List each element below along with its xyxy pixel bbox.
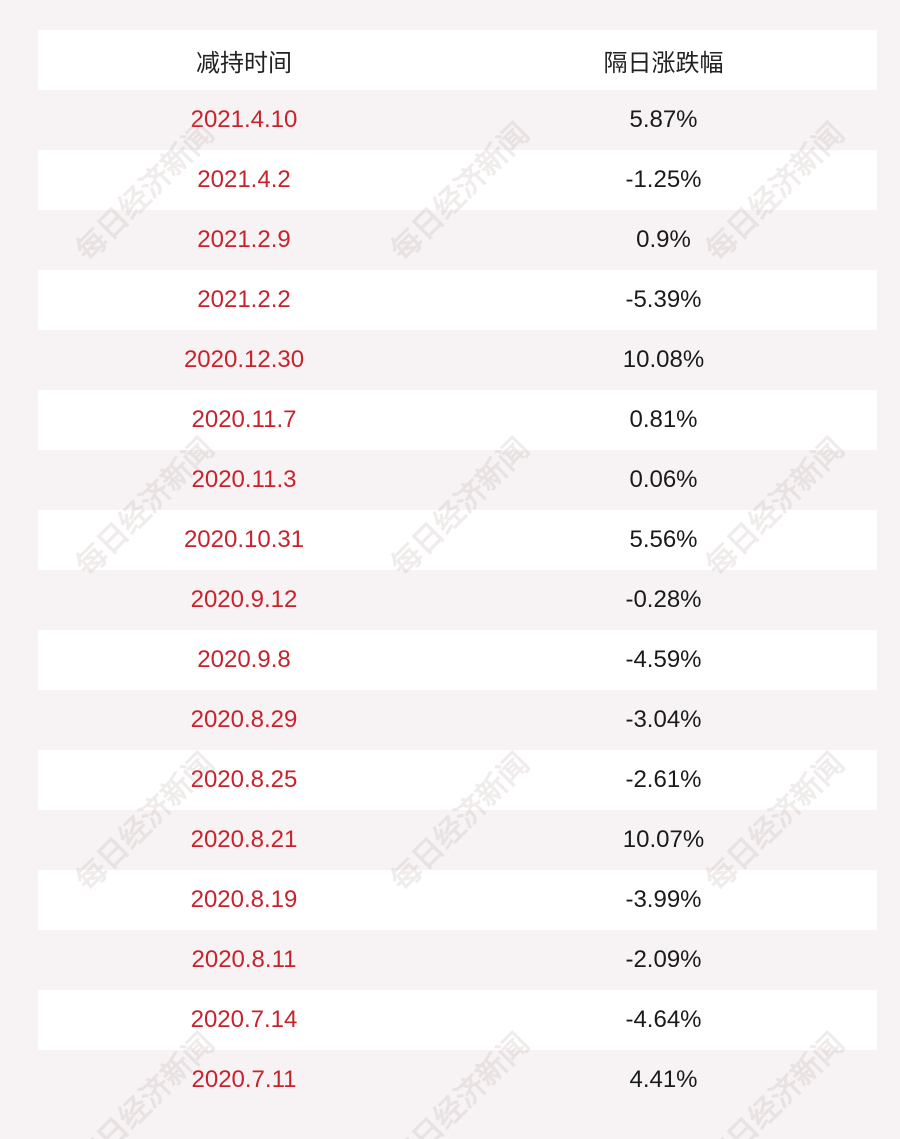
column-header-change: 隔日涨跌幅 — [603, 49, 724, 77]
row-change: -4.59% — [625, 646, 702, 673]
table-row: 2020.11.3 0.06% — [38, 450, 877, 510]
row-date: 2020.7.14 — [190, 1006, 298, 1033]
row-change: 0.9% — [636, 226, 691, 253]
table-row: 2020.8.11 -2.09% — [38, 930, 877, 990]
row-change: -3.04% — [625, 706, 702, 733]
row-date: 2021.4.10 — [190, 106, 298, 133]
table-row: 2021.4.10 5.87% — [38, 90, 877, 150]
table-row: 2020.9.8 -4.59% — [38, 630, 877, 690]
row-change: 0.81% — [629, 406, 698, 433]
row-date: 2020.8.11 — [191, 946, 297, 973]
row-date: 2021.2.9 — [197, 226, 291, 253]
row-date: 2020.9.8 — [197, 646, 291, 673]
row-date: 2020.8.21 — [190, 826, 298, 853]
row-change: 5.56% — [629, 526, 698, 553]
table-row: 2020.12.30 10.08% — [38, 330, 877, 390]
table-row: 2021.2.2 -5.39% — [38, 270, 877, 330]
row-change: 10.07% — [622, 826, 705, 853]
table-row: 2020.9.12 -0.28% — [38, 570, 877, 630]
table-header: 减持时间 隔日涨跌幅 — [38, 30, 877, 90]
row-date: 2021.4.2 — [197, 166, 291, 193]
data-table: 减持时间 隔日涨跌幅 2021.4.10 5.87% 2021.4.2 -1.2… — [38, 30, 877, 1110]
row-date: 2020.8.25 — [190, 766, 298, 793]
row-date: 2020.11.3 — [191, 466, 297, 493]
row-change: -5.39% — [625, 286, 702, 313]
table-row: 2021.2.9 0.9% — [38, 210, 877, 270]
table-row: 2020.8.19 -3.99% — [38, 870, 877, 930]
row-change: 0.06% — [629, 466, 698, 493]
table-row: 2020.10.31 5.56% — [38, 510, 877, 570]
table-row: 2020.8.21 10.07% — [38, 810, 877, 870]
table-row: 2020.11.7 0.81% — [38, 390, 877, 450]
table-row: 2020.8.25 -2.61% — [38, 750, 877, 810]
row-date: 2020.10.31 — [183, 526, 305, 553]
table-row: 2020.8.29 -3.04% — [38, 690, 877, 750]
row-date: 2021.2.2 — [197, 286, 291, 313]
row-change: -2.61% — [625, 766, 702, 793]
row-change: 10.08% — [622, 346, 705, 373]
table-row: 2020.7.11 4.41% — [38, 1050, 877, 1110]
row-change: -3.99% — [625, 886, 702, 913]
row-change: 4.41% — [629, 1066, 698, 1093]
row-change: -1.25% — [625, 166, 702, 193]
row-date: 2020.11.7 — [191, 406, 297, 433]
row-change: 5.87% — [629, 106, 698, 133]
column-header-date: 减持时间 — [196, 49, 292, 77]
table-row: 2020.7.14 -4.64% — [38, 990, 877, 1050]
row-change: -2.09% — [625, 946, 702, 973]
row-date: 2020.9.12 — [190, 586, 298, 613]
row-date: 2020.8.19 — [190, 886, 298, 913]
row-change: -0.28% — [625, 586, 702, 613]
row-date: 2020.12.30 — [183, 346, 305, 373]
row-change: -4.64% — [625, 1006, 702, 1033]
row-date: 2020.8.29 — [190, 706, 298, 733]
table-row: 2021.4.2 -1.25% — [38, 150, 877, 210]
row-date: 2020.7.11 — [191, 1066, 297, 1093]
